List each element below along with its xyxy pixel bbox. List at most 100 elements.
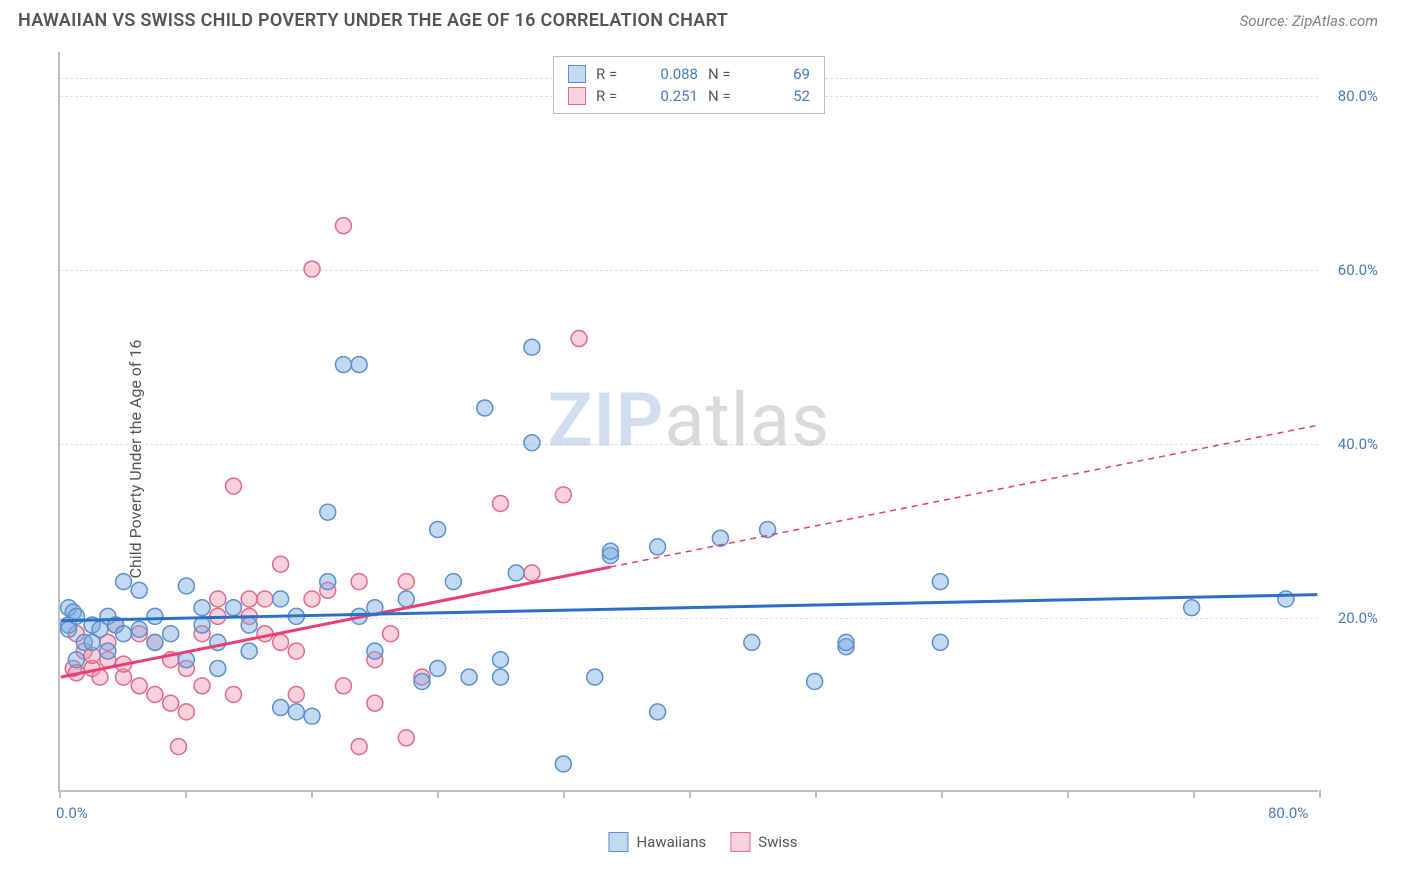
plot-region: ZIPatlas R =0.088N =69R =0.251N =52 20.0… — [58, 52, 1318, 792]
data-point — [241, 591, 257, 607]
legend-stat-value: 69 — [756, 65, 810, 83]
data-point — [571, 331, 587, 347]
data-point — [163, 695, 179, 711]
y-tick-label: 20.0% — [1338, 609, 1378, 627]
data-point — [351, 574, 367, 590]
data-point — [288, 704, 304, 720]
data-point — [194, 617, 210, 633]
data-point — [178, 704, 194, 720]
data-point — [304, 591, 320, 607]
data-point — [178, 578, 194, 594]
data-point — [320, 574, 336, 590]
data-point — [68, 652, 84, 668]
legend-item: Swiss — [730, 832, 797, 852]
data-point — [335, 218, 351, 234]
data-point — [587, 669, 603, 685]
chart-area: Child Poverty Under the Age of 16 ZIPatl… — [18, 44, 1388, 874]
legend-stat-label: N = — [708, 65, 746, 83]
x-tick — [311, 790, 313, 798]
data-point — [493, 496, 509, 512]
x-tick — [59, 790, 61, 798]
data-point — [807, 673, 823, 689]
legend-stat-label: R = — [596, 87, 634, 105]
legend-row: R = 0.088 N = 69 — [568, 63, 810, 85]
legend-stat-value: 0.088 — [644, 65, 698, 83]
data-point — [524, 435, 540, 451]
data-point — [508, 565, 524, 581]
legend-swatch — [568, 65, 586, 83]
x-tick-label: 0.0% — [56, 804, 88, 822]
scatter-svg — [60, 52, 1318, 790]
data-point — [1278, 591, 1294, 607]
chart-title: HAWAIIAN VS SWISS CHILD POVERTY UNDER TH… — [18, 10, 728, 31]
data-point — [241, 643, 257, 659]
data-point — [1184, 600, 1200, 616]
legend-label: Swiss — [758, 833, 797, 851]
data-point — [131, 678, 147, 694]
data-point — [226, 478, 242, 494]
data-point — [273, 591, 289, 607]
data-point — [461, 669, 477, 685]
data-point — [257, 591, 273, 607]
data-point — [398, 591, 414, 607]
data-point — [838, 634, 854, 650]
correlation-legend: R =0.088N =69R =0.251N =52 — [553, 56, 825, 114]
legend-swatch — [730, 832, 750, 852]
x-tick — [563, 790, 565, 798]
data-point — [210, 591, 226, 607]
data-point — [288, 687, 304, 703]
data-point — [744, 634, 760, 650]
data-point — [335, 357, 351, 373]
legend-swatch — [568, 87, 586, 105]
legend-swatch — [608, 832, 628, 852]
data-point — [273, 700, 289, 716]
data-point — [351, 357, 367, 373]
x-tick — [689, 790, 691, 798]
data-point — [147, 634, 163, 650]
data-point — [194, 600, 210, 616]
x-tick — [1067, 790, 1069, 798]
data-point — [650, 704, 666, 720]
data-point — [351, 739, 367, 755]
data-point — [171, 739, 187, 755]
source-attribution: Source: ZipAtlas.com — [1240, 12, 1378, 30]
data-point — [226, 600, 242, 616]
data-point — [273, 634, 289, 650]
data-point — [304, 261, 320, 277]
data-point — [430, 660, 446, 676]
data-point — [163, 626, 179, 642]
data-point — [273, 556, 289, 572]
data-point — [398, 730, 414, 746]
data-point — [555, 756, 571, 772]
data-point — [147, 687, 163, 703]
legend-label: Hawaiians — [636, 833, 706, 851]
series-legend: Hawaiians Swiss — [608, 832, 797, 852]
data-point — [445, 574, 461, 590]
legend-item: Hawaiians — [608, 832, 706, 852]
legend-stat-value: 52 — [756, 87, 810, 105]
data-point — [367, 695, 383, 711]
data-point — [932, 634, 948, 650]
legend-stat-label: R = — [596, 65, 634, 83]
x-tick — [1319, 790, 1321, 798]
data-point — [650, 539, 666, 555]
data-point — [320, 504, 336, 520]
data-point — [414, 673, 430, 689]
data-point — [226, 687, 242, 703]
data-point — [304, 708, 320, 724]
data-point — [555, 487, 571, 503]
x-tick-label: 80.0% — [1268, 804, 1308, 822]
data-point — [241, 617, 257, 633]
data-point — [116, 626, 132, 642]
legend-stat-label: N = — [708, 87, 746, 105]
data-point — [524, 339, 540, 355]
data-point — [210, 660, 226, 676]
data-point — [712, 530, 728, 546]
data-point — [493, 669, 509, 685]
y-tick-label: 80.0% — [1338, 87, 1378, 105]
x-tick — [1193, 790, 1195, 798]
data-point — [383, 626, 399, 642]
x-tick — [185, 790, 187, 798]
data-point — [288, 643, 304, 659]
data-point — [493, 652, 509, 668]
